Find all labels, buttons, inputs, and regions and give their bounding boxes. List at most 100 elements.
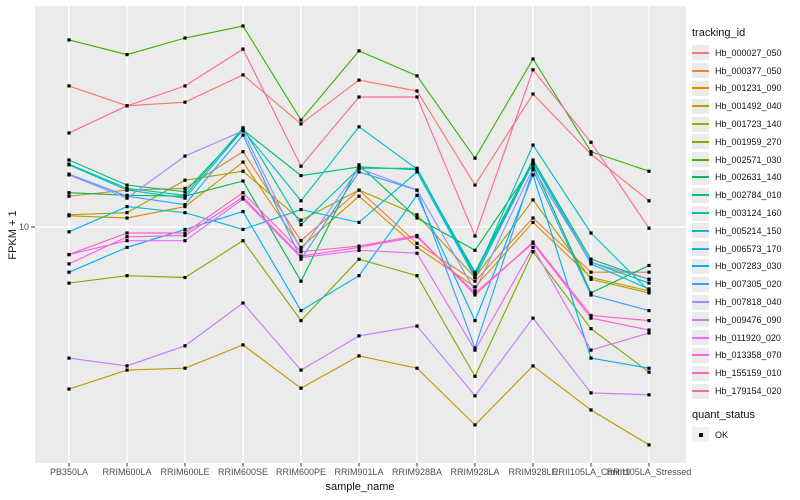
data-point [183, 366, 187, 370]
data-point [473, 272, 477, 276]
data-point [357, 257, 361, 261]
legend-label: Hb_006573_170 [715, 243, 782, 254]
data-point [473, 270, 477, 274]
data-point [299, 239, 303, 243]
data-point [299, 199, 303, 203]
legend-key-swatch [692, 241, 709, 257]
legend-line-icon [692, 87, 709, 90]
data-point [67, 262, 71, 266]
quant-status-key [692, 427, 709, 443]
data-point [415, 89, 419, 93]
data-point [531, 245, 535, 249]
x-tick-label: RRIM928LE [508, 467, 558, 477]
legend-label: Hb_001959_270 [715, 136, 782, 147]
legend-item: Hb_179154_020 [692, 382, 797, 400]
data-point [589, 293, 593, 297]
data-point [647, 366, 651, 370]
y-tick-label: 10 [18, 222, 29, 232]
data-point [183, 227, 187, 231]
data-point [415, 193, 419, 197]
legend-label: Hb_000027_050 [715, 47, 782, 58]
data-point [531, 161, 535, 165]
data-point [299, 218, 303, 222]
data-point [473, 234, 477, 238]
data-point [241, 179, 245, 183]
legend-key-swatch [692, 383, 709, 399]
data-point [415, 241, 419, 245]
data-point [589, 316, 593, 320]
data-point [473, 285, 477, 289]
data-point [415, 95, 419, 99]
data-point [357, 274, 361, 278]
legend-title-quant-status: quant_status [692, 408, 755, 421]
data-point [473, 156, 477, 160]
data-point [357, 78, 361, 82]
data-point [415, 170, 419, 174]
legend-item: Hb_002784_010 [692, 186, 797, 204]
data-point [183, 239, 187, 243]
data-point [183, 205, 187, 209]
x-tick-label: RRIM600SE [217, 467, 269, 477]
data-point [647, 370, 651, 374]
data-point [125, 235, 129, 239]
x-tick-label: RRIM928LA [450, 467, 500, 477]
legend-line-icon [692, 372, 709, 375]
data-point [531, 240, 535, 244]
legend-item: Hb_002631_140 [692, 169, 797, 187]
data-point [67, 194, 71, 198]
data-point [67, 163, 71, 167]
legend-title-tracking-id: tracking_id [692, 27, 746, 39]
data-point [473, 274, 477, 278]
legend-key-swatch [692, 205, 709, 221]
data-point [531, 250, 535, 254]
legend-line-icon [692, 194, 709, 197]
legend-line-icon [692, 390, 709, 393]
data-point [125, 216, 129, 220]
legend-key-swatch [692, 116, 709, 132]
legend-key-swatch [692, 134, 709, 150]
data-point [183, 203, 187, 207]
data-point [67, 38, 71, 42]
data-point [299, 208, 303, 212]
legend-line-icon [692, 318, 709, 321]
x-tick-label: RRIM901LA [334, 467, 384, 477]
data-point [531, 158, 535, 162]
legend-label: Hb_155159_010 [715, 368, 782, 379]
data-point [241, 301, 245, 305]
data-point [125, 194, 129, 198]
data-point [473, 348, 477, 352]
legend-item: Hb_002571_030 [692, 151, 797, 169]
data-point [357, 170, 361, 174]
data-point [647, 270, 651, 274]
data-point [183, 100, 187, 104]
data-point [647, 263, 651, 268]
data-point [183, 178, 187, 182]
data-point [589, 275, 593, 280]
data-point [473, 319, 477, 323]
data-point [473, 279, 477, 283]
data-point [473, 275, 477, 280]
legend-line-icon [692, 212, 709, 215]
data-point [183, 196, 187, 200]
data-point [357, 125, 361, 129]
legend-key-swatch [692, 258, 709, 274]
data-point [415, 167, 419, 171]
legend-key-swatch [692, 330, 709, 346]
data-point [299, 319, 303, 323]
data-point [647, 291, 651, 295]
data-point [647, 331, 651, 335]
data-point [67, 356, 71, 360]
data-point [125, 188, 129, 192]
data-point [299, 223, 303, 227]
legend-key-swatch [692, 294, 709, 310]
legend-line-icon [692, 301, 709, 304]
legend-line-icon [692, 176, 709, 179]
x-tick-label: RRII105LA_Control [551, 467, 631, 477]
data-point [241, 160, 245, 164]
legend-label: Hb_011920_020 [715, 332, 781, 343]
data-point [647, 277, 651, 281]
data-point [357, 244, 361, 248]
data-point [183, 344, 187, 348]
data-point [241, 169, 245, 173]
data-point [531, 173, 535, 177]
